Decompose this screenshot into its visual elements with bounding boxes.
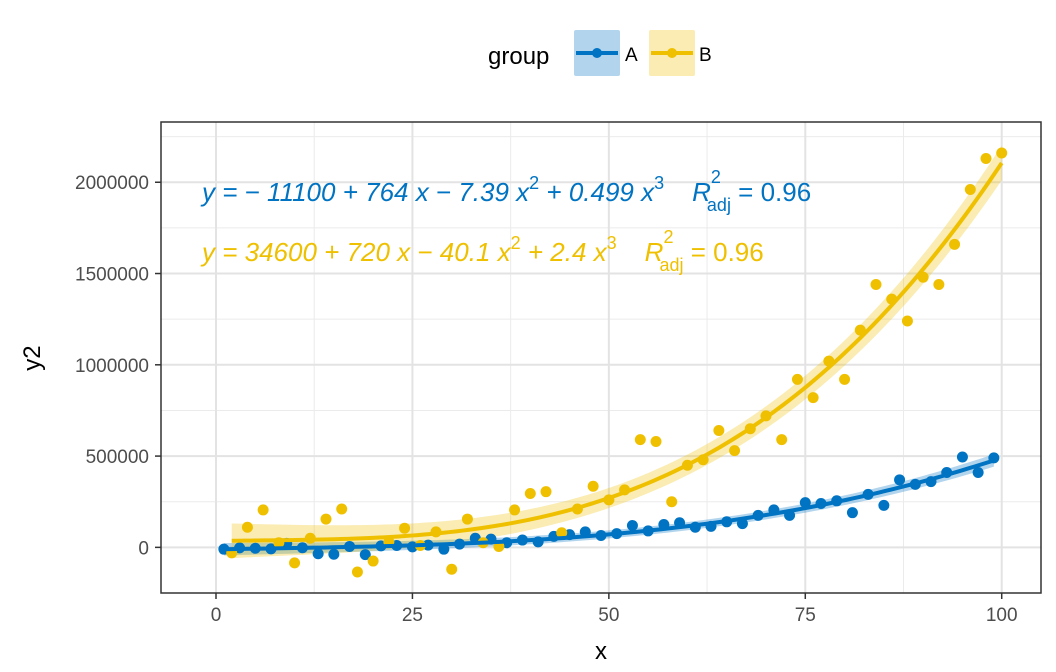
data-point-b [257,504,269,516]
plot-border [160,121,1042,594]
data-point-b [870,278,882,290]
legend-key-b [649,30,695,76]
data-point-b [509,504,521,516]
data-point-a [878,499,890,511]
legend-key-a-point [592,48,602,58]
data-point-b [901,315,913,327]
data-point-b [650,435,662,447]
fit-line-b [231,161,1004,543]
data-point-b [807,392,819,404]
data-point-b [241,521,253,533]
x-tick-label: 50 [598,605,619,626]
data-point-b [556,527,568,539]
data-point-b [996,147,1008,159]
fit-lines [223,161,1004,552]
data-point-b [980,153,992,165]
data-point-b [729,445,741,457]
data-point-b [540,486,552,498]
data-point-b [839,373,851,385]
legend: group A B [488,30,712,76]
data-point-a [846,507,858,519]
x-tick-label: 100 [986,605,1018,626]
y-tick-label: 1500000 [75,265,149,286]
y-tick-label: 2000000 [75,173,149,194]
data-point-a [328,548,340,560]
data-point-b [776,434,788,446]
data-point-b [446,563,458,575]
x-tick-label: 75 [795,605,816,626]
data-point-a [626,519,638,531]
y-tick-label: 500000 [86,447,149,468]
data-point-b [587,480,599,492]
y-tick-label: 1000000 [75,356,149,377]
data-point-b [713,425,725,437]
equation-b: y = 34600 + 720 x − 40.1 x2 + 2.4 x3 R2 ad… [200,227,764,275]
x-tick-label: 0 [211,605,222,626]
data-point-a [359,549,371,561]
data-point-a [894,474,906,486]
grid [161,122,1041,593]
legend-label-a: A [625,45,638,66]
data-point-b [336,503,348,515]
y-tick-label: 0 [138,538,149,559]
data-point-b [461,513,473,525]
data-point-a [799,497,811,509]
data-point-b [949,238,961,250]
data-point-b [933,278,945,290]
data-point-a [956,451,968,463]
data-point-b [289,557,301,569]
data-point-b [964,184,976,196]
data-point-a [438,543,450,555]
equations: y = − 11100 + 764 x − 7.39 x2 + 0.499 x3… [200,167,811,275]
data-point-b [399,522,411,534]
legend-key-a [574,30,620,76]
y-axis-title: y2 [19,345,46,370]
data-point-b [634,434,646,446]
x-axis-title: x [595,638,607,665]
equation-a: y = − 11100 + 764 x − 7.39 x2 + 0.499 x3… [200,167,811,215]
plot-panel [161,122,1041,593]
legend-label-b: B [699,45,712,66]
legend-title: group [488,43,549,70]
data-point-b [367,555,379,567]
data-point-b [524,488,536,500]
data-point-a [312,548,324,560]
legend-key-b-point [667,48,677,58]
data-point-b [666,496,678,508]
data-point-b [320,513,332,525]
data-point-b [791,373,803,385]
data-point-b [351,566,363,578]
x-tick-label: 25 [402,605,423,626]
axis-ticks: 0 25 50 75 100 0 500000 1000000 1500000 2000000 [75,173,1018,626]
fit-line-a [223,458,995,552]
data-point-a [972,467,984,479]
